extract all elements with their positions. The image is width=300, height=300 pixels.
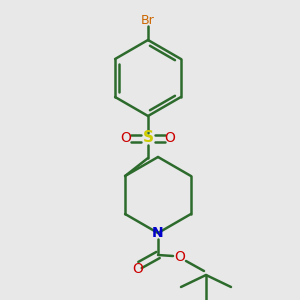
Text: O: O (121, 131, 131, 145)
Text: O: O (175, 250, 185, 264)
Text: O: O (165, 131, 176, 145)
Text: O: O (133, 262, 143, 276)
Text: Br: Br (141, 14, 155, 26)
Text: N: N (152, 226, 164, 240)
Text: S: S (142, 130, 154, 146)
